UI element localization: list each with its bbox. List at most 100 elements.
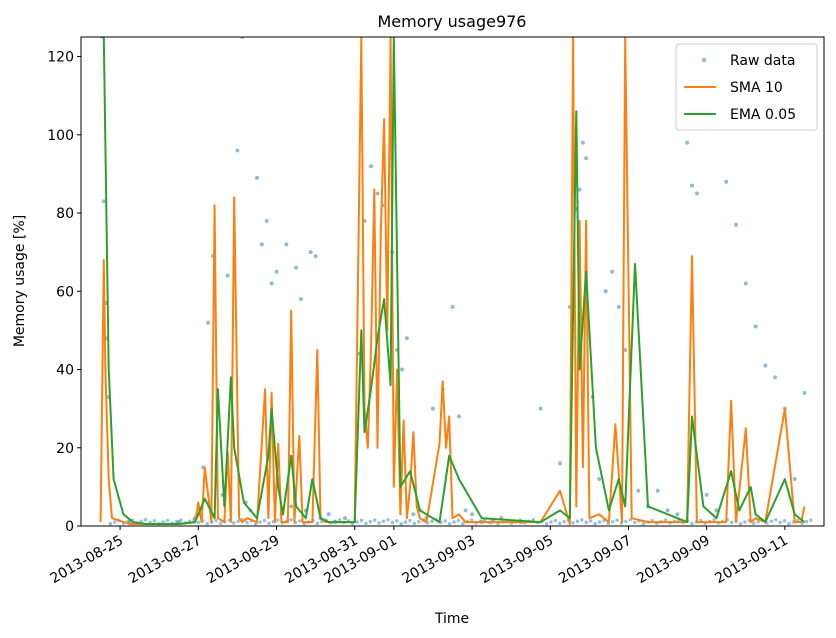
raw-baseline-point-78 xyxy=(452,520,456,524)
legend-label-raw: Raw data xyxy=(730,53,795,69)
raw-baseline-point-35 xyxy=(262,518,267,523)
raw-baseline-point-16 xyxy=(179,518,183,522)
raw-point-25 xyxy=(284,242,289,247)
raw-baseline-point-152 xyxy=(778,520,782,525)
raw-point-84 xyxy=(743,281,748,286)
y-tick-label-5: 100 xyxy=(47,128,74,144)
raw-baseline-point-56 xyxy=(355,520,359,524)
raw-baseline-point-52 xyxy=(337,517,342,522)
raw-baseline-point-24 xyxy=(214,518,218,523)
y-tick-label-4: 80 xyxy=(56,206,74,222)
y-axis: 0 20 40 60 80 100 120 xyxy=(47,50,81,535)
raw-point-51 xyxy=(450,304,455,309)
raw-baseline-point-143 xyxy=(738,521,743,526)
raw-baseline-point-34 xyxy=(258,520,262,524)
raw-point-53 xyxy=(463,508,468,513)
legend: Raw data SMA 10 EMA 0.05 xyxy=(675,43,818,131)
raw-baseline-point-57 xyxy=(359,518,364,523)
raw-point-72 xyxy=(636,488,641,493)
raw-point-59 xyxy=(538,406,543,411)
raw-baseline-point-22 xyxy=(205,521,210,526)
raw-baseline-point-8 xyxy=(143,517,148,522)
raw-point-81 xyxy=(714,508,719,513)
raw-baseline-point-151 xyxy=(773,517,778,522)
raw-point-49 xyxy=(430,406,435,411)
raw-point-21 xyxy=(264,218,269,223)
raw-baseline-point-47 xyxy=(315,521,320,526)
raw-point-71 xyxy=(623,347,628,352)
raw-point-76 xyxy=(675,512,680,517)
raw-point-54 xyxy=(470,512,475,517)
raw-baseline-point-109 xyxy=(588,519,593,523)
raw-baseline-point-59 xyxy=(368,519,373,524)
raw-point-44 xyxy=(399,367,404,372)
raw-point-68 xyxy=(603,289,608,294)
y-tick-label-6: 120 xyxy=(47,50,74,66)
legend-box xyxy=(675,43,818,131)
raw-baseline-point-114 xyxy=(610,519,615,524)
ema-line xyxy=(100,37,806,525)
raw-point-65 xyxy=(584,156,589,161)
y-tick-label-1: 20 xyxy=(56,441,74,457)
raw-baseline-point-80 xyxy=(461,521,465,526)
raw-baseline-point-137 xyxy=(712,518,716,522)
raw-point-20 xyxy=(259,242,264,247)
raw-baseline-point-105 xyxy=(571,521,575,525)
raw-baseline-point-76 xyxy=(443,519,448,523)
raw-baseline-point-100 xyxy=(549,520,553,524)
raw-baseline-point-36 xyxy=(267,521,271,526)
raw-baseline-point-154 xyxy=(787,521,791,526)
raw-point-69 xyxy=(610,269,615,274)
raw-baseline-point-119 xyxy=(632,520,637,525)
legend-label-sma: SMA 10 xyxy=(730,80,783,96)
raw-baseline-point-150 xyxy=(769,519,774,524)
raw-baseline-point-77 xyxy=(447,521,452,526)
raw-point-13 xyxy=(225,273,230,278)
raw-baseline-point-121 xyxy=(641,521,646,526)
raw-point-82 xyxy=(724,179,729,184)
raw-baseline-point-65 xyxy=(394,519,399,523)
raw-point-77 xyxy=(685,140,690,145)
raw-baseline-point-31 xyxy=(245,520,249,525)
raw-point-46 xyxy=(411,512,416,517)
y-tick-label-3: 60 xyxy=(56,284,74,300)
raw-point-38 xyxy=(369,164,374,169)
raw-baseline-point-79 xyxy=(456,518,461,523)
raw-point-67 xyxy=(597,477,602,482)
raw-baseline-point-126 xyxy=(663,518,668,522)
legend-marker-raw xyxy=(701,57,707,63)
raw-point-78 xyxy=(690,183,695,188)
y-tick-label-2: 40 xyxy=(56,363,74,379)
raw-baseline-point-102 xyxy=(557,521,562,526)
raw-baseline-point-144 xyxy=(743,520,747,524)
raw-baseline-point-0 xyxy=(108,521,113,526)
y-tick-label-0: 0 xyxy=(65,519,74,535)
raw-baseline-point-1 xyxy=(112,520,117,524)
legend-label-ema: EMA 0.05 xyxy=(730,107,796,123)
plot-frame xyxy=(80,36,825,527)
raw-baseline-point-99 xyxy=(544,521,549,526)
raw-point-85 xyxy=(753,324,758,329)
raw-point-74 xyxy=(655,488,660,493)
raw-baseline-point-29 xyxy=(236,519,240,524)
raw-baseline-point-147 xyxy=(756,519,760,524)
raw-baseline-point-62 xyxy=(381,519,386,524)
raw-baseline-point-25 xyxy=(218,521,223,526)
raw-baseline-point-68 xyxy=(408,518,412,523)
raw-point-26 xyxy=(289,504,294,509)
raw-baseline-point-82 xyxy=(469,518,474,522)
raw-point-89 xyxy=(792,477,797,482)
raw-baseline-point-141 xyxy=(729,520,734,525)
raw-baseline-point-106 xyxy=(575,519,580,524)
raw-point-64 xyxy=(580,140,585,145)
raw-baseline-point-20 xyxy=(196,520,201,525)
raw-baseline-point-43 xyxy=(298,519,302,523)
raw-baseline-point-66 xyxy=(399,521,403,526)
raw-point-27 xyxy=(294,265,299,270)
raw-baseline-point-115 xyxy=(615,518,619,522)
raw-point-19 xyxy=(254,175,259,180)
raw-point-22 xyxy=(269,281,274,286)
chart-title: Memory usage976 xyxy=(378,12,527,31)
raw-point-31 xyxy=(313,254,318,259)
